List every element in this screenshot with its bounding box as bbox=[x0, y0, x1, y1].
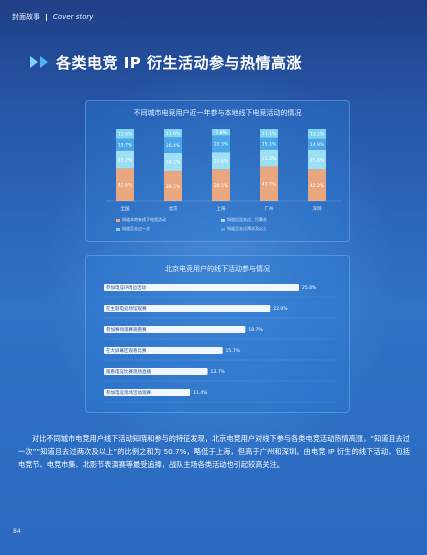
beijing-activity-chart-panel: 北京电竞用户的线下活动参与情况 参加电竞IP周边活动 25.8% 在主题电竞场馆观赛… bbox=[85, 255, 350, 413]
stacked-bar-segment bbox=[116, 138, 134, 151]
activity-bar bbox=[104, 347, 223, 354]
stacked-bar-segment bbox=[212, 135, 230, 153]
legend-label: 知道且去过一次 bbox=[122, 226, 150, 231]
activity-category-label: 在大屏幕区观看比赛 bbox=[106, 347, 147, 354]
section-label-en: Cover story bbox=[53, 13, 94, 21]
legend-item: 知道但没去过、打算去 bbox=[221, 217, 267, 223]
category-tick-label: 深圳 bbox=[313, 205, 322, 212]
segment-value-label: 23.2% bbox=[118, 157, 133, 163]
header-divider bbox=[46, 13, 47, 21]
page-title: 各类电竞 IP 衍生活动参与热情高涨 bbox=[56, 53, 303, 72]
segment-value-label: 20.3% bbox=[214, 142, 229, 148]
segment-value-label: 7.8% bbox=[215, 130, 227, 136]
segment-value-label: 15.1% bbox=[262, 142, 277, 148]
city-participation-chart: 42.6% 23.2% 15.7% 12.6% 全国 39.5% 24.1% 20.4% 11.… bbox=[106, 129, 341, 212]
stacked-bar-segment bbox=[212, 129, 230, 136]
double-arrow-icon bbox=[30, 56, 50, 68]
activity-bar bbox=[104, 389, 191, 396]
legend-swatch bbox=[116, 218, 120, 222]
activity-category-label: 参加赛场观赛观看赛 bbox=[106, 326, 147, 333]
stacked-bar-segment bbox=[260, 166, 278, 201]
legend-swatch bbox=[221, 218, 225, 222]
section-header: 封面故事 Cover story bbox=[0, 10, 140, 24]
legend-swatch bbox=[221, 227, 225, 231]
legend-item: 知道本地有线下电竞活动 bbox=[116, 217, 166, 223]
activity-bar bbox=[104, 284, 299, 291]
section-label-cn: 封面故事 bbox=[12, 13, 40, 21]
stacked-bar-segment bbox=[308, 129, 326, 139]
legend-item: 知道且去过一次 bbox=[116, 226, 150, 232]
legend-label: 知道本地有线下电竞活动 bbox=[122, 217, 166, 222]
segment-value-label: 24.1% bbox=[166, 160, 181, 166]
city-participation-chart-panel: 不同城市电竞用户近一年参与本地线下电竞活动的情况 42.6% 23.2% 15.7%… bbox=[85, 100, 350, 242]
activity-category-label: 观看电竞比赛现场直播 bbox=[106, 368, 151, 375]
beijing-activity-chart: 参加电竞IP周边活动 25.8% 在主题电竞场馆观赛 22.0% 参加赛场观赛观看赛 18… bbox=[104, 284, 336, 403]
segment-value-label: 12.6% bbox=[118, 132, 133, 138]
segment-value-label: 11.1% bbox=[262, 131, 277, 137]
segment-value-label: 11.0% bbox=[166, 131, 181, 137]
body-paragraph: 对比不同城市电竞用户线下活动知晓和参与的特征发现，北京电竞用户对线下参与各类电竞… bbox=[18, 434, 410, 470]
stacked-bar-segment bbox=[308, 138, 326, 150]
page-number: 84 bbox=[13, 528, 21, 535]
segment-value-label: 38.5% bbox=[214, 183, 229, 189]
category-tick-label: 全国 bbox=[121, 205, 130, 212]
stacked-bar-segment bbox=[164, 152, 182, 172]
stacked-bar-segment bbox=[308, 169, 326, 201]
legend-label: 知道但没去过、打算去 bbox=[227, 217, 267, 222]
stacked-bar-segment bbox=[212, 152, 230, 170]
chart2-title: 北京电竞用户的线下活动参与情况 bbox=[165, 265, 270, 273]
activity-category-label: 在主题电竞场馆观赛 bbox=[106, 305, 147, 312]
stacked-bar-segment bbox=[260, 149, 278, 167]
legend-item: 知道且去过两次及以上 bbox=[221, 226, 267, 232]
stacked-bar-segment bbox=[164, 171, 182, 201]
activity-value-label: 13.7% bbox=[211, 369, 226, 375]
segment-value-label: 15.7% bbox=[118, 142, 133, 148]
stacked-bar-segment bbox=[260, 137, 278, 150]
stacked-bar-segment bbox=[308, 149, 326, 170]
stacked-bar-segment bbox=[164, 129, 182, 138]
stacked-bar-segment bbox=[116, 150, 134, 169]
segment-value-label: 39.5% bbox=[166, 184, 181, 190]
activity-category-label: 参加电竞现场活动观赛 bbox=[106, 389, 151, 396]
stacked-bar-segment bbox=[260, 129, 278, 138]
activity-bar bbox=[104, 326, 246, 333]
segment-value-label: 42.6% bbox=[118, 183, 133, 189]
activity-bar bbox=[104, 368, 208, 375]
activity-category-label: 参加电竞IP周边活动 bbox=[106, 284, 147, 291]
segment-value-label: 21.2% bbox=[262, 156, 277, 162]
activity-value-label: 15.7% bbox=[226, 348, 241, 354]
page-heading: 各类电竞 IP 衍生活动参与热情高涨 bbox=[30, 50, 302, 74]
segment-value-label: 13.1% bbox=[310, 132, 325, 138]
legend-swatch bbox=[116, 227, 120, 231]
segment-value-label: 14.8% bbox=[310, 142, 325, 148]
category-tick-label: 广州 bbox=[265, 205, 274, 212]
segment-value-label: 20.8% bbox=[214, 159, 229, 165]
segment-value-label: 42.2% bbox=[310, 183, 325, 189]
activity-value-label: 18.7% bbox=[248, 327, 263, 333]
category-tick-label: 北京 bbox=[169, 205, 178, 212]
segment-value-label: 25.8% bbox=[310, 157, 325, 163]
activity-value-label: 22.0% bbox=[273, 306, 288, 312]
chart1-title: 不同城市电竞用户近一年参与本地线下电竞活动的情况 bbox=[133, 109, 302, 117]
activity-value-label: 25.8% bbox=[302, 285, 317, 291]
segment-value-label: 20.4% bbox=[166, 143, 181, 149]
stacked-bar-segment bbox=[212, 169, 230, 201]
activity-value-label: 11.4% bbox=[193, 390, 208, 396]
stacked-bar-segment bbox=[164, 137, 182, 153]
activity-bar bbox=[104, 305, 271, 312]
segment-value-label: 43.7% bbox=[262, 182, 277, 188]
stacked-bar-segment bbox=[116, 168, 134, 201]
category-tick-label: 上海 bbox=[217, 205, 226, 212]
stacked-bar-segment bbox=[116, 129, 134, 139]
legend-label: 知道且去过两次及以上 bbox=[227, 226, 267, 231]
